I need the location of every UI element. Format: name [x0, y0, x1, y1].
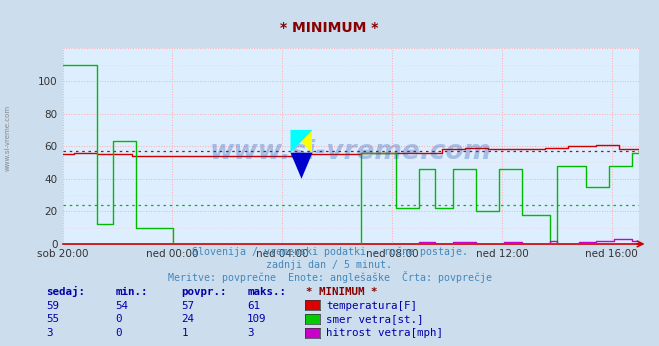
Text: * MINIMUM *: * MINIMUM * — [306, 287, 378, 297]
Text: 3: 3 — [247, 328, 254, 338]
Text: 54: 54 — [115, 301, 129, 311]
Text: 59: 59 — [46, 301, 59, 311]
Text: 3: 3 — [46, 328, 53, 338]
Text: * MINIMUM *: * MINIMUM * — [280, 21, 379, 35]
Text: povpr.:: povpr.: — [181, 287, 227, 297]
Text: Meritve: povprečne  Enote: anglešaške  Črta: povprečje: Meritve: povprečne Enote: anglešaške Črt… — [167, 271, 492, 283]
Text: sedaj:: sedaj: — [46, 286, 85, 297]
Text: 0: 0 — [115, 315, 122, 325]
Text: 61: 61 — [247, 301, 260, 311]
Text: 55: 55 — [46, 315, 59, 325]
Polygon shape — [291, 130, 312, 153]
Text: 109: 109 — [247, 315, 267, 325]
Text: www.si-vreme.com: www.si-vreme.com — [210, 139, 492, 165]
Text: zadnji dan / 5 minut.: zadnji dan / 5 minut. — [266, 260, 393, 270]
Text: min.:: min.: — [115, 287, 148, 297]
Text: maks.:: maks.: — [247, 287, 286, 297]
Polygon shape — [291, 153, 312, 179]
Text: hitrost vetra[mph]: hitrost vetra[mph] — [326, 328, 444, 338]
Text: 1: 1 — [181, 328, 188, 338]
Text: www.si-vreme.com: www.si-vreme.com — [5, 105, 11, 172]
Text: 24: 24 — [181, 315, 194, 325]
Text: Slovenija / vremenski podatki - ročne postaje.: Slovenija / vremenski podatki - ročne po… — [192, 247, 467, 257]
Text: 57: 57 — [181, 301, 194, 311]
Text: 0: 0 — [115, 328, 122, 338]
Text: smer vetra[st.]: smer vetra[st.] — [326, 315, 424, 325]
Polygon shape — [291, 130, 312, 153]
Text: temperatura[F]: temperatura[F] — [326, 301, 417, 311]
